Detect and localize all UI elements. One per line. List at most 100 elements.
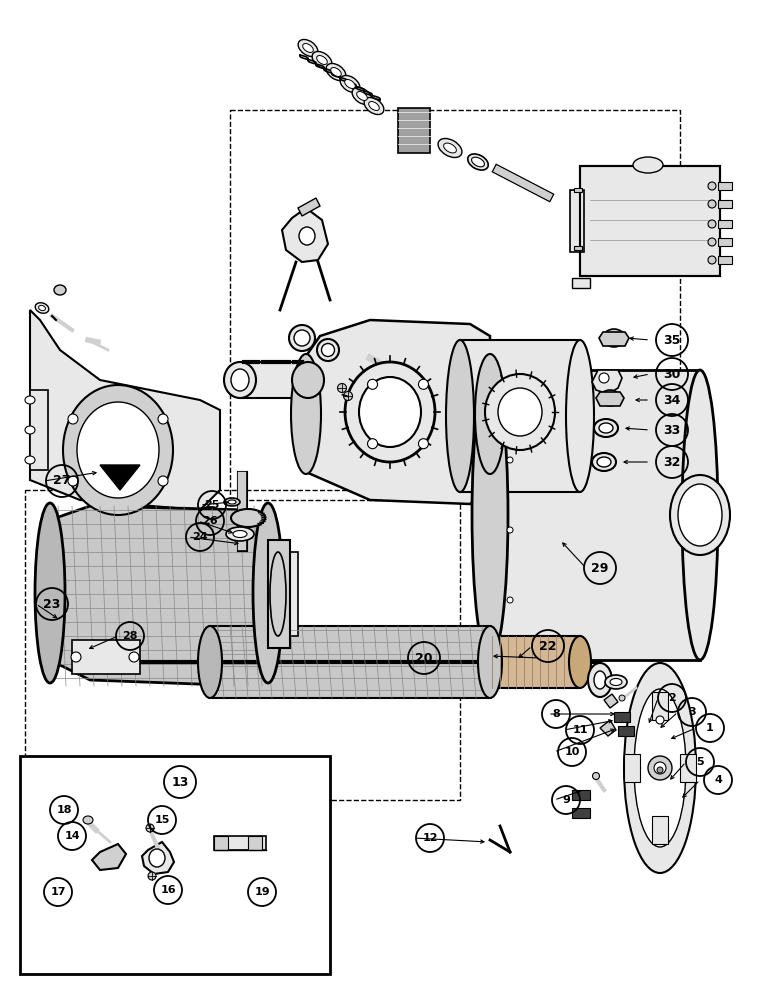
Bar [214, 836, 228, 850]
Ellipse shape [603, 329, 625, 347]
Ellipse shape [569, 636, 591, 688]
Ellipse shape [146, 824, 154, 832]
Text: 27: 27 [53, 475, 71, 488]
Text: 22: 22 [540, 640, 557, 652]
Polygon shape [30, 310, 220, 510]
Polygon shape [282, 208, 328, 262]
Ellipse shape [321, 344, 334, 357]
Ellipse shape [77, 402, 159, 498]
Ellipse shape [708, 182, 716, 190]
Text: 18: 18 [56, 805, 72, 815]
Text: 2: 2 [668, 693, 676, 703]
Bar [580, 166, 720, 276]
Ellipse shape [158, 414, 168, 424]
Text: 16: 16 [160, 885, 176, 895]
Ellipse shape [226, 527, 254, 541]
Ellipse shape [337, 383, 347, 392]
Ellipse shape [294, 330, 310, 346]
Bar [214, 836, 266, 850]
Ellipse shape [507, 417, 513, 423]
Ellipse shape [594, 671, 606, 689]
Ellipse shape [634, 689, 686, 847]
Text: 11: 11 [572, 725, 587, 735]
Ellipse shape [68, 414, 78, 424]
Ellipse shape [599, 423, 613, 433]
Polygon shape [50, 506, 270, 686]
Ellipse shape [359, 377, 421, 447]
Bar [230, 110, 680, 500]
Ellipse shape [224, 498, 240, 506]
Ellipse shape [478, 626, 502, 698]
Ellipse shape [507, 597, 513, 603]
Text: 33: 33 [663, 424, 681, 436]
Ellipse shape [592, 453, 616, 471]
Ellipse shape [605, 675, 627, 689]
Ellipse shape [25, 456, 35, 464]
Bar [572, 808, 590, 818]
Ellipse shape [657, 767, 663, 773]
Text: 25: 25 [205, 500, 220, 510]
Ellipse shape [291, 354, 321, 474]
Polygon shape [592, 370, 622, 394]
Polygon shape [142, 842, 174, 874]
Ellipse shape [438, 138, 462, 158]
Ellipse shape [158, 476, 168, 486]
Polygon shape [599, 332, 629, 346]
Ellipse shape [656, 716, 664, 724]
Bar [618, 726, 634, 736]
Text: 10: 10 [564, 747, 580, 757]
Ellipse shape [444, 143, 456, 153]
Ellipse shape [485, 374, 555, 450]
Ellipse shape [54, 285, 66, 295]
Ellipse shape [344, 391, 353, 400]
Ellipse shape [39, 305, 46, 311]
Text: 4: 4 [714, 775, 722, 785]
Bar [572, 790, 590, 800]
Bar [25, 490, 460, 800]
Text: 29: 29 [591, 562, 608, 574]
Ellipse shape [588, 663, 612, 697]
Ellipse shape [682, 370, 718, 660]
Bar [492, 636, 580, 688]
Ellipse shape [68, 476, 78, 486]
Bar [624, 754, 640, 782]
Ellipse shape [597, 457, 611, 467]
Ellipse shape [129, 652, 139, 662]
Text: 34: 34 [663, 393, 681, 406]
Ellipse shape [289, 325, 315, 351]
Ellipse shape [270, 552, 286, 636]
Bar [574, 188, 582, 192]
Ellipse shape [633, 157, 663, 173]
Ellipse shape [594, 419, 618, 437]
Ellipse shape [654, 762, 666, 774]
Ellipse shape [231, 369, 249, 391]
Ellipse shape [352, 87, 372, 105]
Ellipse shape [253, 503, 283, 683]
Text: 17: 17 [50, 887, 66, 897]
Ellipse shape [298, 39, 318, 57]
Ellipse shape [367, 439, 378, 449]
Polygon shape [572, 278, 590, 288]
Ellipse shape [71, 652, 81, 662]
Ellipse shape [36, 303, 49, 313]
Bar [460, 340, 580, 492]
Ellipse shape [330, 68, 341, 76]
Ellipse shape [446, 340, 474, 492]
Ellipse shape [498, 388, 542, 436]
Ellipse shape [708, 238, 716, 246]
Ellipse shape [369, 102, 379, 110]
Bar [718, 256, 732, 264]
Bar [278, 552, 298, 636]
Ellipse shape [63, 385, 173, 515]
Ellipse shape [670, 475, 730, 555]
Ellipse shape [25, 426, 35, 434]
Ellipse shape [708, 256, 716, 264]
Ellipse shape [364, 97, 384, 115]
Ellipse shape [25, 396, 35, 404]
Text: 1: 1 [706, 723, 714, 733]
Ellipse shape [292, 362, 324, 398]
Text: 14: 14 [64, 831, 80, 841]
Bar [30, 390, 48, 470]
Bar [268, 540, 290, 648]
Ellipse shape [592, 772, 600, 780]
